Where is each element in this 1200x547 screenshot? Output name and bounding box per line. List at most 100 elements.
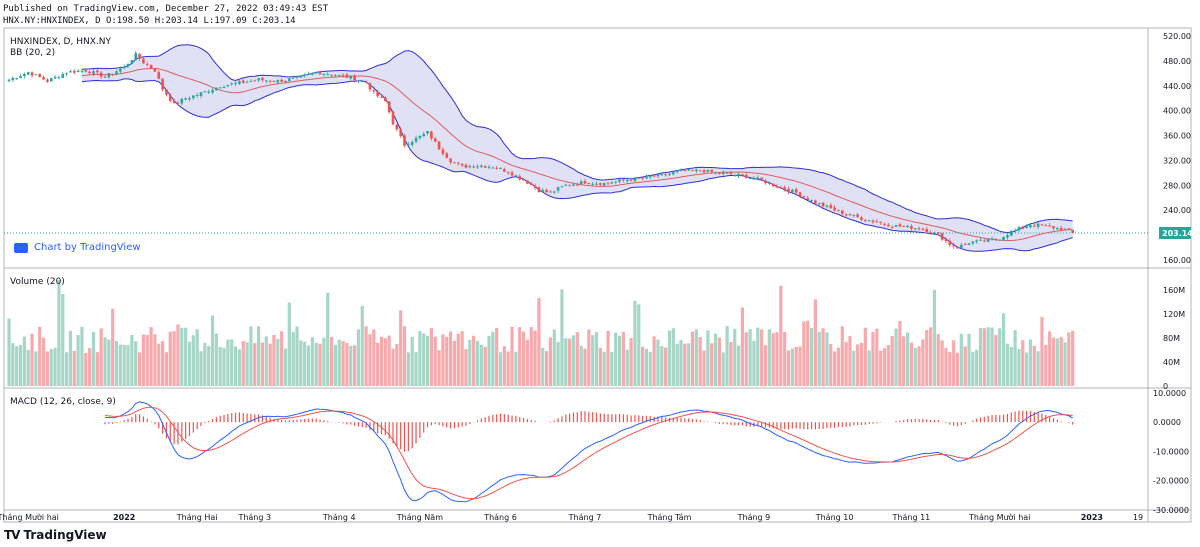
volume-bar	[472, 335, 476, 386]
volume-bar	[1017, 348, 1021, 386]
volume-bar	[318, 343, 322, 386]
candle-body	[994, 238, 998, 240]
price-candles	[7, 51, 1074, 250]
volume-bar	[76, 335, 80, 386]
candle-body	[568, 185, 571, 187]
volume-bar	[859, 342, 864, 386]
candle-body	[480, 165, 483, 167]
volume-bar	[521, 331, 526, 386]
macd-histogram-bar	[688, 418, 690, 423]
macd-histogram-bar	[834, 422, 836, 428]
candle-body	[794, 189, 798, 193]
candle-body	[983, 240, 986, 242]
volume-bar	[564, 338, 568, 386]
macd-histogram-bar	[400, 422, 402, 450]
x-tick-label: Tháng Tám	[647, 513, 692, 522]
volume-bar	[644, 348, 649, 386]
candle-body	[157, 72, 161, 79]
volume-bar	[537, 297, 541, 386]
bollinger-bands	[4, 44, 1148, 252]
volume-bar	[65, 352, 69, 386]
volume-bar	[679, 340, 683, 386]
macd-histogram-bar	[803, 422, 805, 430]
x-tick-label: 2022	[113, 513, 135, 522]
candle-body	[142, 58, 145, 64]
volume-bar	[356, 329, 361, 386]
volume-bar	[218, 346, 222, 386]
macd-histogram-bar	[242, 413, 244, 423]
macd-histogram-bar	[818, 422, 820, 429]
candle-body	[23, 73, 26, 77]
volume-bar	[95, 352, 99, 386]
volume-bar	[790, 348, 794, 386]
macd-tick-label: 0.0000	[1153, 418, 1181, 427]
macd-histogram-bar	[776, 422, 778, 430]
candle-body	[952, 244, 955, 247]
macd-histogram-bar	[342, 422, 344, 424]
macd-histogram-bar	[845, 422, 847, 427]
chart-by-tradingview-link[interactable]: Chart by TradingView	[14, 242, 141, 253]
candle-body	[257, 78, 260, 81]
candle-body	[96, 70, 99, 73]
candle-body	[115, 71, 118, 75]
macd-histogram-bar	[995, 414, 997, 423]
macd-histogram-bar	[365, 422, 367, 428]
x-tick-label: Tháng Hai	[176, 513, 218, 522]
volume-bar	[329, 337, 334, 386]
x-tick-label: Tháng Năm	[396, 513, 443, 522]
candle-body	[641, 177, 644, 179]
chart-frame	[3, 27, 1192, 523]
candle-body	[456, 162, 460, 164]
macd-histogram-bar	[626, 414, 628, 423]
macd-histogram-bar	[215, 417, 217, 423]
volume-bar	[1028, 339, 1033, 386]
volume-bar	[533, 330, 537, 386]
macd-histogram-bar	[519, 417, 521, 423]
candle-body	[837, 209, 840, 211]
candle-body	[295, 76, 299, 78]
macd-histogram-bar	[872, 422, 874, 424]
macd-histogram-bar	[503, 414, 505, 423]
macd-histogram-bar	[181, 422, 183, 443]
volume-bar	[840, 326, 844, 386]
macd-histogram-bar	[135, 413, 137, 423]
macd-histogram-bar	[281, 420, 283, 423]
macd-histogram-bar	[576, 412, 578, 423]
candle-body	[1017, 227, 1021, 231]
macd-histogram-bar	[634, 415, 636, 423]
volume-bar	[349, 345, 353, 386]
candle-body	[672, 172, 675, 175]
candle-body	[107, 73, 111, 78]
volume-bar	[786, 350, 791, 386]
candle-body	[510, 172, 514, 176]
volume-bar	[260, 342, 265, 386]
macd-histogram-bar	[269, 417, 271, 423]
macd-histogram-bar	[791, 422, 793, 429]
footer-brand[interactable]: TV TradingView	[4, 528, 107, 542]
macd-histogram-bar	[1002, 414, 1005, 423]
macd-histogram-bar	[930, 420, 932, 423]
volume-bar	[798, 346, 802, 386]
macd-histogram-bar	[603, 413, 605, 423]
volume-bar	[671, 328, 675, 386]
macd-histogram-bar	[323, 420, 325, 423]
candle-body	[618, 179, 621, 182]
macd-histogram-bar	[185, 422, 187, 440]
volume-bar	[149, 327, 153, 386]
candle-body	[599, 183, 602, 185]
candle-body	[30, 72, 34, 76]
volume-bar	[541, 347, 545, 386]
macd-histogram-bar	[534, 420, 536, 423]
candle-body	[1002, 237, 1005, 241]
candle-body	[61, 73, 65, 78]
candle-body	[744, 174, 748, 179]
candle-body	[940, 233, 944, 240]
candle-body	[384, 97, 387, 102]
chart-title: HNXINDEX, D, HNX.NY	[10, 37, 111, 47]
macd-histogram-bar	[630, 415, 632, 423]
volume-bar	[821, 328, 825, 386]
macd-histogram-bar	[434, 422, 436, 425]
volume-bar	[863, 327, 867, 386]
macd-histogram-bar	[154, 422, 156, 425]
